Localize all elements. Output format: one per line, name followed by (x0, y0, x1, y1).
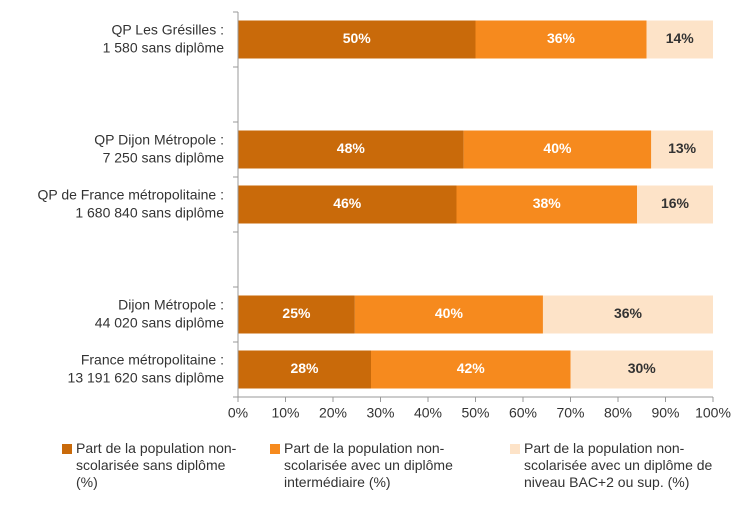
value-label: 13% (668, 140, 697, 156)
bar-segment (238, 185, 457, 224)
value-label: 38% (533, 195, 562, 211)
legend-label: Part de la population non-scolarisée ave… (284, 440, 453, 490)
plot: QP Les Grésilles : 1 580 sans diplôme 50% 3… (37, 11, 731, 420)
label-line: 1 580 sans diplôme (103, 39, 225, 55)
legend-swatch (62, 444, 72, 454)
bar-segment (238, 130, 464, 169)
value-label: 16% (661, 195, 690, 211)
value-label: 36% (614, 305, 643, 321)
y-tick-label: Dijon Métropole : 44 020 sans diplôme (95, 296, 224, 330)
value-label: 42% (457, 360, 486, 376)
legend-item: Part de la population non-scolarisée ave… (270, 440, 484, 491)
bar-segment (238, 350, 371, 389)
x-tick-label: 0% (228, 405, 248, 420)
x-tick-label: 50% (461, 405, 489, 420)
legend-swatch (270, 444, 280, 454)
label-line: France métropolitaine : (81, 351, 224, 367)
label-line: 7 250 sans diplôme (103, 149, 225, 165)
legend-item: Part de la population non-scolarisée san… (62, 440, 246, 491)
bar-segment (354, 295, 543, 334)
legend-label: Part de la population non-scolarisée ave… (524, 440, 713, 490)
value-label: 36% (547, 30, 576, 46)
x-tick-label: 90% (651, 405, 679, 420)
y-tick-label: QP de France métropolitaine : 1 680 840 s… (37, 186, 224, 220)
bar-segment (463, 130, 652, 169)
x-tick-label: 70% (556, 405, 584, 420)
label-line: QP Les Grésilles : (111, 21, 224, 37)
legend-swatch (510, 444, 520, 454)
value-label: 25% (282, 305, 311, 321)
value-label: 46% (333, 195, 362, 211)
y-tick-label: QP Les Grésilles : 1 580 sans diplôme (103, 21, 225, 55)
value-label: 48% (337, 140, 366, 156)
bar-segment (637, 185, 713, 224)
value-label: 14% (666, 30, 695, 46)
label-line: 1 680 840 sans diplôme (75, 204, 224, 220)
legend-label: Part de la population non-scolarisée san… (76, 440, 237, 490)
x-tick-label: 60% (509, 405, 537, 420)
x-tick-label: 80% (604, 405, 632, 420)
bar-segment (570, 350, 713, 389)
label-line: 44 020 sans diplôme (95, 314, 224, 330)
x-tick-label: 10% (271, 405, 299, 420)
value-label: 40% (435, 305, 464, 321)
x-tick-label: 100% (695, 405, 731, 420)
value-label: 30% (628, 360, 657, 376)
bar-segment (238, 20, 476, 59)
bar-segment (371, 350, 571, 389)
value-label: 50% (343, 30, 372, 46)
bar-segment (456, 185, 637, 224)
bar-segment (475, 20, 647, 59)
label-line: 13 191 620 sans diplôme (68, 369, 225, 385)
y-tick-label: QP Dijon Métropole : 7 250 sans diplôme (94, 131, 224, 165)
legend-item: Part de la population non-scolarisée ave… (510, 440, 714, 491)
bar-segment (646, 20, 713, 59)
y-tick-label: France métropolitaine : 13 191 620 sans d… (68, 351, 225, 385)
value-label: 28% (290, 360, 319, 376)
bar-segment (651, 130, 713, 169)
value-label: 40% (543, 140, 572, 156)
label-line: QP Dijon Métropole : (94, 131, 224, 147)
bar-segment (238, 295, 355, 334)
bar-segment (542, 295, 713, 334)
label-line: Dijon Métropole : (118, 296, 224, 312)
label-line: QP de France métropolitaine : (37, 186, 224, 202)
x-tick-label: 20% (319, 405, 347, 420)
x-tick-label: 40% (414, 405, 442, 420)
x-tick-label: 30% (366, 405, 394, 420)
